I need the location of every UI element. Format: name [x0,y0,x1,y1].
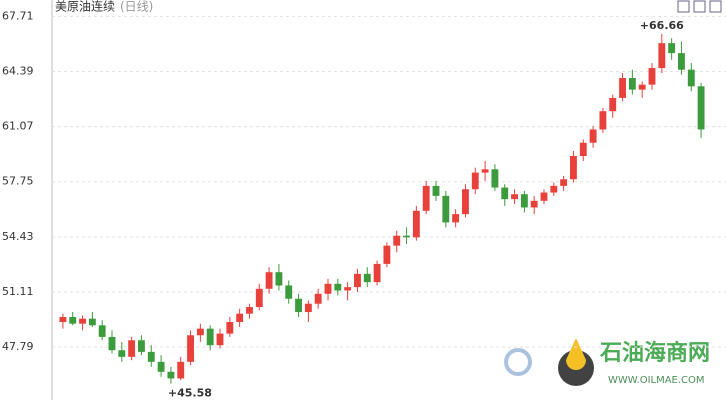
candle-body [648,68,656,85]
y-tick-label: 47.79 [2,340,34,353]
candle-body [344,287,352,291]
candle-body [363,273,371,283]
candle-body [206,328,214,346]
candle-body [295,298,302,313]
watermark-drop [566,338,586,370]
candle-body [88,318,96,326]
candle-body [226,321,234,334]
candle-body [678,53,685,70]
candle-body [314,293,322,304]
candle-body [619,78,626,98]
candle-body [520,194,528,208]
candle-body [511,194,518,200]
candle-body [579,142,587,157]
watermark: 石油海商网 WWW.OILMAE.COM [504,338,710,386]
candle-body [196,328,204,336]
tool-button[interactable] [677,0,690,13]
candle-body [354,273,361,288]
candle-body [128,340,136,357]
candle-body [599,111,607,130]
candle-body [501,187,509,200]
candle-body [373,263,381,283]
min-annotation: +45.58 [168,387,212,400]
candle-body [471,172,479,190]
candle-body [609,97,617,112]
tool-button[interactable] [693,0,706,13]
watermark-name: 石油海商网 [599,340,710,366]
candle-body [422,185,430,211]
candle-body [481,169,489,173]
y-tick-label: 64.39 [2,65,34,78]
chart-title: 美原油连续 [55,0,115,14]
candle-body [275,272,283,286]
candle-body [216,333,224,346]
candle-body [530,200,538,208]
candle-body [658,43,666,69]
watermark-url: WWW.OILMAE.COM [608,375,705,386]
candle-body [687,69,695,87]
candle-body [383,245,391,264]
candle-body [69,317,77,324]
candle-body [432,185,440,196]
toolbar [677,0,722,13]
candle-body [265,272,273,289]
y-tick-label: 57.75 [2,175,34,188]
candle-body [442,195,450,223]
candle-body [589,129,597,143]
candle-body [167,371,175,379]
candle-body [403,235,410,238]
candle-body [255,288,263,308]
candle-body [108,336,116,351]
candle-body [393,235,401,246]
candle-body [157,361,165,372]
candle-body [560,179,568,186]
candle-body [334,283,342,291]
watermark-logo [504,348,532,376]
max-annotation: +66.66 [640,19,684,32]
candle-body [236,313,244,322]
candle-body [462,189,469,215]
candle-body [59,317,67,322]
candle-body [98,325,106,337]
candle-body [540,192,548,201]
candle-body [491,169,499,188]
candle-body [246,307,253,314]
y-tick-label: 67.71 [2,9,34,22]
candle-body [628,78,636,90]
candle-body [412,210,420,238]
candle-body [304,303,312,313]
candle-body [285,285,293,299]
chart-subtitle: (日线) [120,0,153,14]
candle-body [147,351,155,362]
y-tick-label: 54.43 [2,230,34,243]
candle-body [697,86,705,130]
candle-body [550,185,558,193]
candle-body [138,340,145,352]
candle-body [452,214,460,223]
candle-body [570,156,577,180]
candle-body [638,84,646,90]
tool-button[interactable] [709,0,722,13]
y-tick-label: 61.07 [2,120,34,133]
candle-body [324,283,332,294]
candle-body [177,361,185,379]
candle-body [187,335,194,362]
y-tick-label: 51.11 [2,285,34,298]
candle-body [668,43,676,54]
candle-body [79,318,86,324]
candle-body [118,350,126,357]
